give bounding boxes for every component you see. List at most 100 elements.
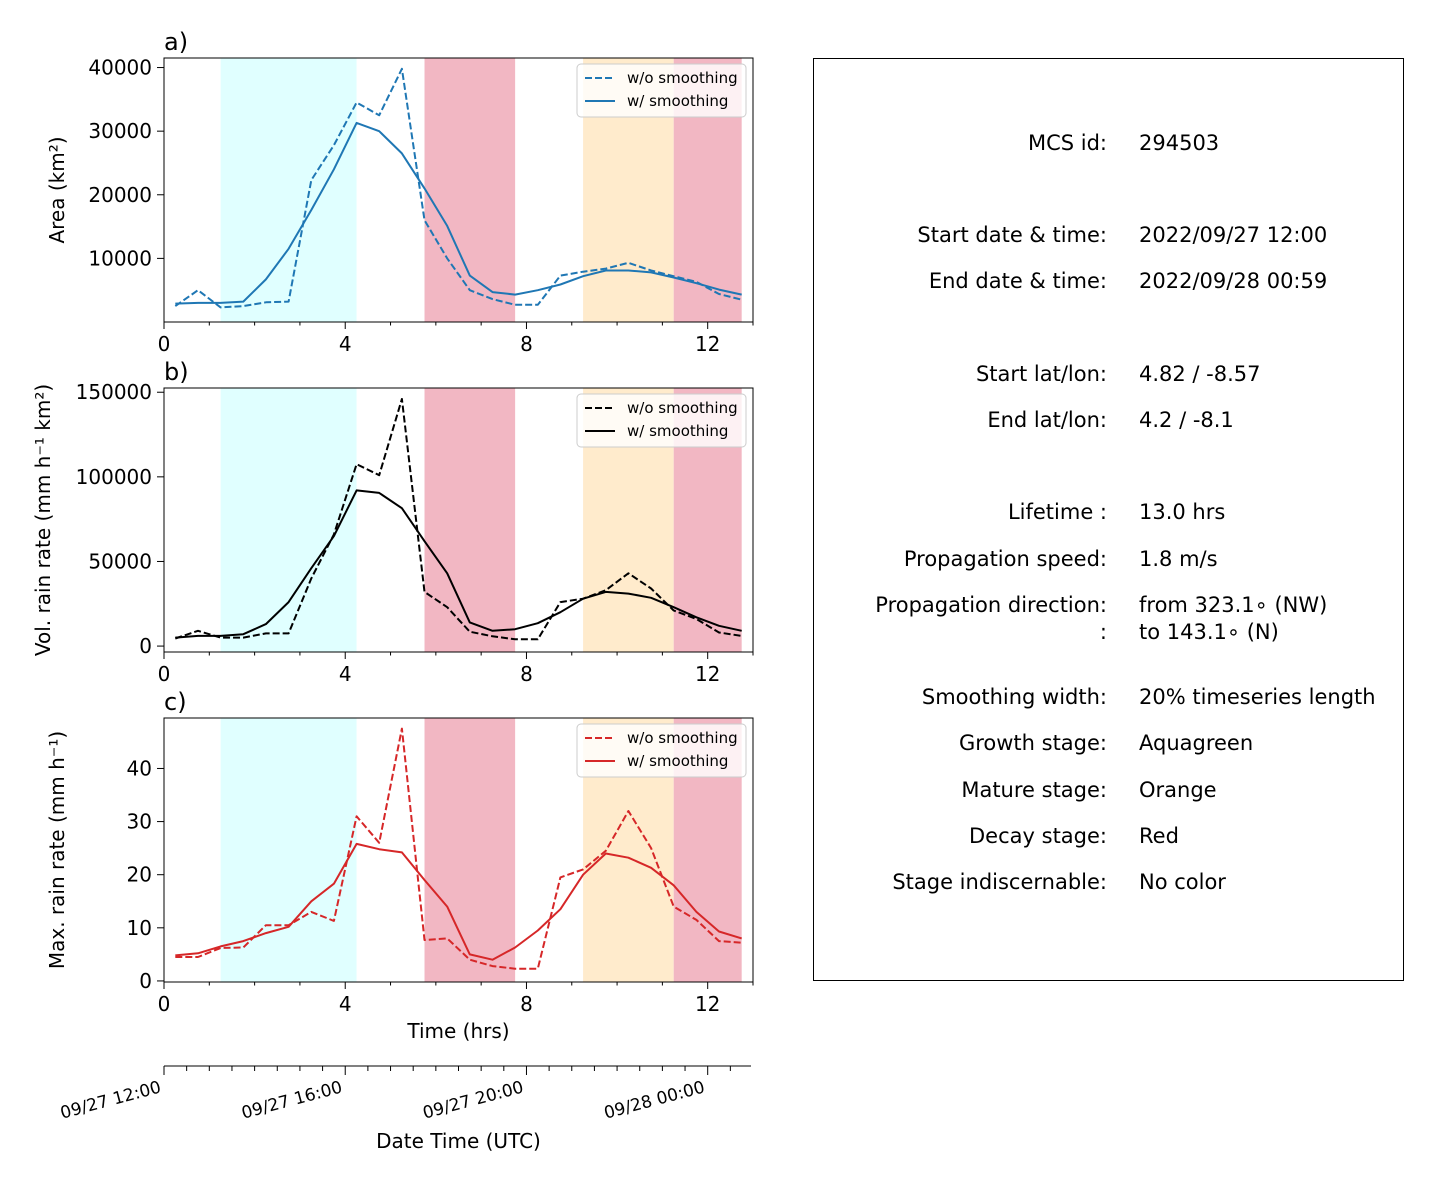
legend-entry-label: w/ smoothing (627, 92, 728, 110)
date-axis-label: Date Time (UTC) (376, 1129, 541, 1153)
legend-entry-label: w/ smoothing (627, 752, 728, 770)
info-label-decay-stage: Decay stage: (969, 824, 1107, 848)
info-row-growth-stage: Growth stage: Aquagreen (814, 731, 1403, 759)
legend-box (576, 63, 747, 118)
stage-band-decay (424, 718, 516, 982)
x-tick-label: 12 (695, 332, 720, 356)
axes-frame (163, 387, 754, 653)
info-value-lifetime: 13.0 hrs (1139, 500, 1226, 524)
info-value-propagation-speed: 1.8 m/s (1139, 547, 1218, 571)
legend: w/o smoothing w/ smoothing (576, 63, 747, 118)
info-value-propagation-direction: from 323.1∘ (NW) (1139, 593, 1328, 617)
series-line-raw (175, 727, 742, 970)
info-row-decay-stage: Decay stage: Red (814, 824, 1403, 852)
axes-frame (163, 57, 754, 323)
legend-box (576, 393, 747, 448)
info-row-end-time: End date & time: 2022/09/28 00:59 (814, 269, 1403, 297)
info-row-end-latlon: End lat/lon: 4.2 / -8.1 (814, 408, 1403, 436)
legend: w/o smoothing w/ smoothing (576, 723, 747, 778)
date-tick-label: 09/27 12:00 (58, 1078, 163, 1124)
info-label-smoothing-width: Smoothing width: (921, 685, 1107, 709)
chart-panel-c: 0 4 8 12 0 10 20 30 40 c) Max. rain rate (mm h⁻¹) T… (45, 688, 754, 1043)
series-line-smoothed (175, 842, 742, 961)
x-tick-label: 4 (339, 662, 352, 686)
legend: w/o smoothing w/ smoothing (576, 393, 747, 448)
info-row-start-time: Start date & time: 2022/09/27 12:00 (814, 223, 1403, 251)
y-tick-label: 20 (127, 863, 152, 887)
y-tick-label: 40000 (88, 56, 152, 80)
y-axis-label: Vol. rain rate (mm h⁻¹ km²) (31, 384, 55, 656)
y-tick-label: 100000 (76, 465, 152, 489)
info-value-mature-stage: Orange (1139, 778, 1217, 802)
info-value-start-time: 2022/09/27 12:00 (1139, 223, 1328, 247)
mcs-info-panel: MCS id: 294503 Start date & time: 2022/0… (813, 58, 1404, 981)
info-value-end-latlon: 4.2 / -8.1 (1139, 408, 1234, 432)
y-tick-label: 20000 (88, 183, 152, 207)
info-label-propagation-direction: Propagation direction: (875, 593, 1107, 617)
info-label-stage-indiscernable: Stage indiscernable: (892, 870, 1107, 894)
y-tick-label: 150000 (76, 380, 152, 404)
y-tick-label: 30 (127, 810, 152, 834)
series-line-raw (174, 398, 742, 641)
legend-entry-label: w/ smoothing (627, 422, 728, 440)
info-value-growth-stage: Aquagreen (1139, 731, 1254, 755)
series-line-smoothed (175, 489, 742, 639)
date-tick-label: 09/27 16:00 (239, 1078, 344, 1124)
date-tick-label: 09/27 20:00 (421, 1078, 526, 1124)
y-tick-label: 50000 (88, 549, 152, 573)
x-tick-label: 8 (520, 332, 533, 356)
info-value-propagation-direction-to: to 143.1∘ (N) (1139, 620, 1279, 644)
info-label-end-time: End date & time: (928, 269, 1107, 293)
legend-entry-label: w/o smoothing (627, 729, 738, 747)
info-value-smoothing-width: 20% timeseries length (1139, 685, 1376, 709)
info-row-mcs-id: MCS id: 294503 (814, 131, 1403, 159)
info-row-propagation-direction: Propagation direction: from 323.1∘ (NW) (814, 593, 1403, 621)
x-tick-label: 8 (520, 992, 533, 1016)
stage-band-growth (220, 58, 357, 322)
panel-label: c) (164, 688, 187, 716)
stage-band-growth (220, 388, 357, 652)
info-row-mature-stage: Mature stage: Orange (814, 778, 1403, 806)
info-row-stage-indiscernable: Stage indiscernable: No color (814, 870, 1403, 898)
info-value-end-time: 2022/09/28 00:59 (1139, 269, 1328, 293)
info-value-decay-stage: Red (1139, 824, 1179, 848)
legend-entry-label: w/o smoothing (627, 69, 738, 87)
x-tick-label: 12 (695, 662, 720, 686)
date-time-axis: 09/27 12:00 09/27 16:00 09/27 20:00 09/28 0… (58, 1065, 751, 1153)
info-label-mcs-id: MCS id: (1027, 131, 1107, 155)
info-label-propagation-speed: Propagation speed: (903, 547, 1107, 571)
y-tick-label: 0 (139, 634, 152, 658)
legend-entry-label: w/o smoothing (627, 399, 738, 417)
info-label-start-time: Start date & time: (917, 223, 1107, 247)
y-tick-label: 40 (127, 756, 152, 780)
stage-band-decay (424, 388, 516, 652)
x-tick-label: 0 (158, 992, 171, 1016)
legend-box (576, 723, 747, 778)
series-line-smoothed (175, 121, 742, 305)
info-value-start-latlon: 4.82 / -8.57 (1139, 362, 1261, 386)
date-tick-label: 09/28 00:00 (602, 1078, 707, 1124)
info-label-growth-stage: Growth stage: (958, 731, 1107, 755)
stage-band-growth (220, 718, 357, 982)
info-row-propagation-direction-to: : to 143.1∘ (N) (814, 620, 1403, 648)
panel-label: a) (164, 28, 188, 56)
info-label-end-latlon: End lat/lon: (987, 408, 1107, 432)
info-label-lifetime: Lifetime : (1007, 500, 1107, 524)
info-row-lifetime: Lifetime : 13.0 hrs (814, 500, 1403, 528)
series-line-raw (174, 67, 742, 309)
chart-panel-b: 0 4 8 12 0 50000 100000 150000 b) Vol. rain rate … (31, 358, 754, 686)
y-tick-label: 10000 (88, 246, 152, 270)
stage-band-decay (424, 58, 516, 322)
info-label-mature-stage: Mature stage: (961, 778, 1107, 802)
y-axis-label: Area (km²) (45, 136, 69, 243)
y-tick-label: 0 (139, 969, 152, 993)
y-axis-label: Max. rain rate (mm h⁻¹) (45, 731, 69, 969)
x-tick-label: 8 (520, 662, 533, 686)
x-tick-label: 12 (695, 992, 720, 1016)
info-row-propagation-speed: Propagation speed: 1.8 m/s (814, 547, 1403, 575)
chart-panel-a: 0 4 8 12 10000 20000 30000 40000 a) Area (km²) w/o… (45, 28, 754, 356)
x-tick-label: 0 (158, 662, 171, 686)
panel-label: b) (164, 358, 189, 386)
x-tick-label: 4 (339, 332, 352, 356)
